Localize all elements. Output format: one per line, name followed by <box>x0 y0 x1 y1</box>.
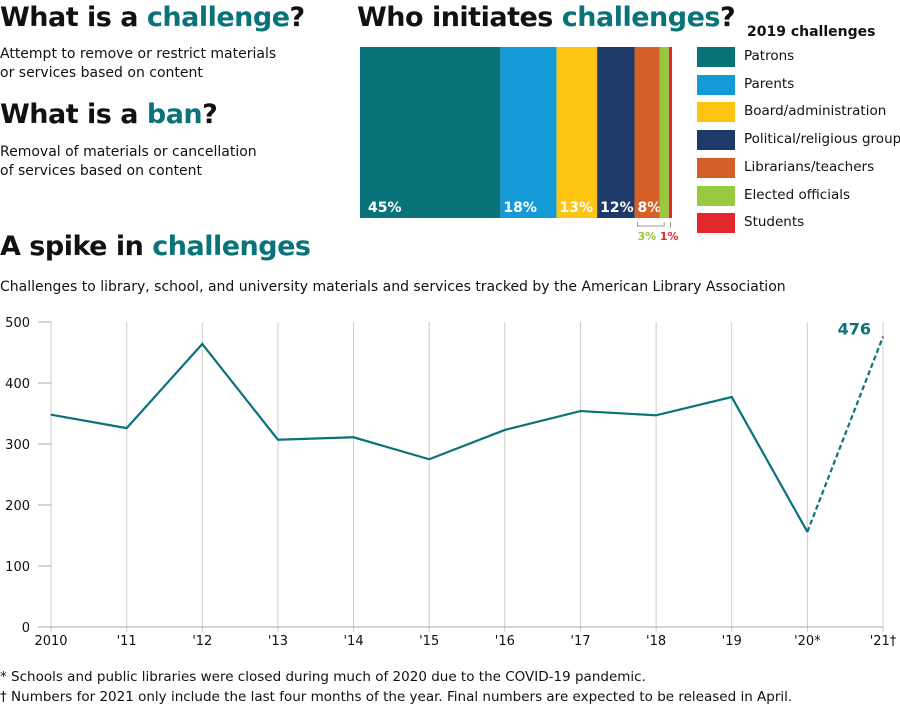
challenge-description: Attempt to remove or restrict materials o… <box>0 45 276 83</box>
bar-label: 45% <box>368 200 402 216</box>
y-tick-label: 200 <box>5 499 30 514</box>
legend-label: Parents <box>744 75 795 92</box>
data-point <box>579 410 581 412</box>
bar-label: 12% <box>600 200 634 216</box>
bar-segment <box>597 47 635 218</box>
legend-swatch <box>697 130 735 151</box>
data-point <box>806 531 808 533</box>
heading-emphasis: ban <box>146 99 203 130</box>
legend-label: Board/administration <box>744 103 887 120</box>
legend-swatch <box>697 185 735 206</box>
stacked-bar-chart: 45% 18% 13% 12% 8% 3% 1% <box>360 47 679 243</box>
data-point <box>277 439 279 441</box>
bar-label: 8% <box>638 200 662 216</box>
x-tick-label: 2010 <box>34 634 67 649</box>
legend-label: Elected officials <box>744 186 851 203</box>
who-heading: Who initiates challenges? <box>357 2 736 33</box>
heading-text: ? <box>202 99 218 130</box>
x-tick-label: '14 <box>343 634 363 649</box>
bar-segment <box>668 47 672 218</box>
heading-text: What is a <box>0 99 147 130</box>
challenge-heading: What is a challenge? <box>0 2 305 33</box>
legend-label: Librarians/teachers <box>744 158 875 175</box>
bar-label: 13% <box>560 200 594 216</box>
x-tick-label: '21† <box>870 634 897 649</box>
x-tick-label: '16 <box>495 634 515 649</box>
desc-line: of services based on content <box>0 163 203 179</box>
y-tick-label: 400 <box>5 377 30 392</box>
footnote-2020: * Schools and public libraries were clos… <box>0 669 646 685</box>
footnote-2021: † Numbers for 2021 only include the last… <box>0 689 793 705</box>
legend-title: 2019 challenges <box>747 24 876 40</box>
data-annotation: 476 <box>838 320 871 339</box>
x-tick-label: '18 <box>646 634 666 649</box>
legend-label: Patrons <box>744 48 795 64</box>
desc-line: or services based on content <box>0 65 203 81</box>
bar-label: 3% <box>638 230 657 243</box>
bar-label: 18% <box>503 200 537 216</box>
data-point <box>882 336 884 338</box>
y-tick-label: 0 <box>22 621 30 636</box>
bar-segment <box>500 47 557 218</box>
data-point <box>201 343 203 345</box>
y-tick-label: 100 <box>5 560 30 575</box>
data-point <box>428 458 430 460</box>
spike-heading: A spike in challenges <box>0 231 311 262</box>
data-point <box>731 396 733 398</box>
x-tick-label: '13 <box>268 634 288 649</box>
line-chart: 2010 '11 '12 '13 '14 '15 '16 '17 '18 '19 '20* '21† 0… <box>5 316 897 649</box>
bar-segment <box>556 47 598 218</box>
data-point <box>50 414 52 416</box>
x-tick-label: '12 <box>192 634 212 649</box>
x-tick-label: '20* <box>794 634 821 649</box>
heading-text: A spike in <box>0 231 153 262</box>
x-tick-label: '11 <box>117 634 137 649</box>
legend-swatch <box>697 47 735 67</box>
legend-label: Political/religious groups <box>744 131 900 148</box>
ban-heading: What is a ban? <box>0 99 218 130</box>
legend-swatch <box>697 157 735 178</box>
legend-label: Students <box>744 214 805 231</box>
heading-text: Who initiates <box>357 2 562 33</box>
legend-swatch <box>697 74 735 95</box>
x-tick-label: '19 <box>722 634 742 649</box>
data-point <box>504 429 506 431</box>
series-line-dashed <box>806 336 885 533</box>
heading-text: What is a <box>0 2 147 33</box>
heading-text: ? <box>289 2 306 33</box>
heading-emphasis: challenges <box>561 2 721 33</box>
x-tick-label: '15 <box>419 634 439 649</box>
heading-text: ? <box>719 2 736 33</box>
bar-segment <box>659 47 669 218</box>
chart-subtitle: Challenges to library, school, and unive… <box>0 279 786 295</box>
desc-line: Removal of materials or cancellation <box>0 144 257 160</box>
y-tick-label: 500 <box>5 316 30 331</box>
bar-segment <box>634 47 660 218</box>
x-tick-label: '17 <box>570 634 590 649</box>
heading-emphasis: challenges <box>152 231 311 262</box>
data-point <box>126 427 128 429</box>
ban-description: Removal of materials or cancellation of s… <box>0 143 257 181</box>
bar-label: 1% <box>660 230 679 243</box>
data-point <box>655 414 657 416</box>
data-point <box>353 436 355 438</box>
bar-segment <box>360 47 501 218</box>
legend-swatch <box>697 213 735 234</box>
heading-emphasis: challenge <box>146 2 290 33</box>
y-tick-label: 300 <box>5 438 30 453</box>
legend-swatch <box>697 102 735 123</box>
desc-line: Attempt to remove or restrict materials <box>0 46 277 62</box>
leader-line <box>637 222 665 227</box>
